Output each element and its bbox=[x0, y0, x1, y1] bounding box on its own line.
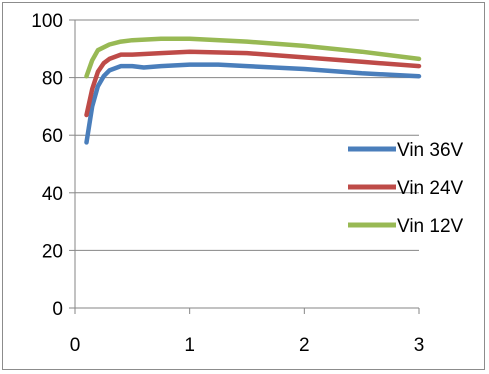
y-tick-label: 60 bbox=[42, 126, 63, 147]
x-tick-label: 3 bbox=[414, 335, 425, 356]
legend: Vin 36V Vin 24V Vin 12V bbox=[348, 140, 464, 237]
y-tick-label: 0 bbox=[52, 299, 63, 320]
series-line-vin-36v bbox=[84, 62, 422, 145]
series-lines bbox=[84, 36, 422, 145]
legend-label: Vin 24V bbox=[397, 178, 464, 199]
y-tick-label: 100 bbox=[31, 11, 63, 32]
legend-label: Vin 36V bbox=[397, 140, 464, 161]
y-tick-label: 20 bbox=[42, 241, 63, 262]
x-tick-label: 0 bbox=[70, 335, 81, 356]
legend-label: Vin 12V bbox=[397, 216, 464, 237]
x-tick-label: 1 bbox=[184, 335, 195, 356]
axes: 0 20 40 60 80 100 0 1 2 3 bbox=[31, 11, 424, 356]
y-tick-label: 80 bbox=[42, 69, 63, 90]
x-tick-label: 2 bbox=[299, 335, 310, 356]
series-line-vin-12v bbox=[84, 36, 422, 79]
series-line-vin-24v bbox=[84, 49, 422, 118]
y-tick-label: 40 bbox=[42, 184, 63, 205]
